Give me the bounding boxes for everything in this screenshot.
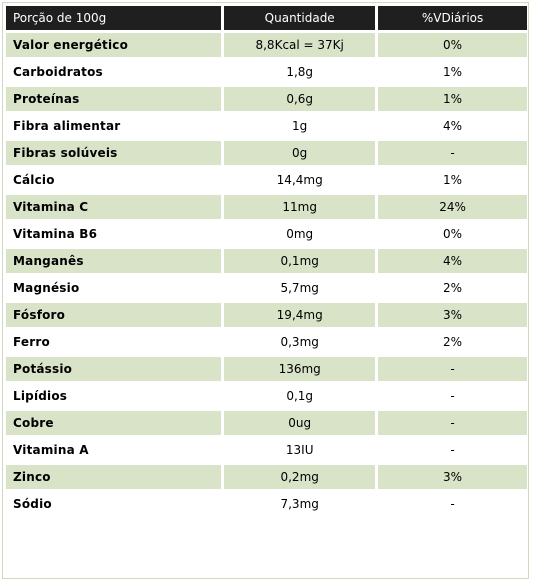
nutrient-name-cell: Cobre xyxy=(6,411,222,435)
daily-value-cell: - xyxy=(378,357,527,381)
table-row: Cobre 0ug - xyxy=(6,411,527,435)
daily-value-cell: 0% xyxy=(378,222,527,246)
table-row: Fósforo 19,4mg 3% xyxy=(6,303,527,327)
quantity-cell: 8,8Kcal = 37Kj xyxy=(224,33,376,57)
quantity-cell: 19,4mg xyxy=(224,303,376,327)
nutrient-name-cell: Manganês xyxy=(6,249,222,273)
daily-value-cell: 3% xyxy=(378,303,527,327)
table-row: Valor energético 8,8Kcal = 37Kj 0% xyxy=(6,33,527,57)
daily-value-cell: 4% xyxy=(378,114,527,138)
nutrient-name-cell: Magnésio xyxy=(6,276,222,300)
header-row: Porção de 100g Quantidade %VDiários xyxy=(6,6,527,30)
daily-value-cell: 1% xyxy=(378,60,527,84)
table-body: Valor energético 8,8Kcal = 37Kj 0% Carboidr… xyxy=(6,33,527,516)
quantity-cell: 0,6g xyxy=(224,87,376,111)
nutrient-name-cell: Valor energético xyxy=(6,33,222,57)
header-quantity: Quantidade xyxy=(224,6,376,30)
nutrient-name-cell: Vitamina C xyxy=(6,195,222,219)
daily-value-cell: 2% xyxy=(378,330,527,354)
quantity-cell: 0,2mg xyxy=(224,465,376,489)
quantity-cell: 5,7mg xyxy=(224,276,376,300)
daily-value-cell: 2% xyxy=(378,276,527,300)
quantity-cell: 13IU xyxy=(224,438,376,462)
table-row: Fibra alimentar 1g 4% xyxy=(6,114,527,138)
daily-value-cell: 0% xyxy=(378,33,527,57)
quantity-cell: 0,1g xyxy=(224,384,376,408)
quantity-cell: 1,8g xyxy=(224,60,376,84)
nutrient-name-cell: Proteínas xyxy=(6,87,222,111)
daily-value-cell: 1% xyxy=(378,168,527,192)
quantity-cell: 1g xyxy=(224,114,376,138)
header-daily-value: %VDiários xyxy=(378,6,527,30)
table-row: Vitamina A 13IU - xyxy=(6,438,527,462)
nutrient-name-cell: Zinco xyxy=(6,465,222,489)
nutrient-name-cell: Fibra alimentar xyxy=(6,114,222,138)
nutrient-name-cell: Vitamina A xyxy=(6,438,222,462)
nutrient-name-cell: Lipídios xyxy=(6,384,222,408)
daily-value-cell: - xyxy=(378,141,527,165)
quantity-cell: 0,1mg xyxy=(224,249,376,273)
table-row: Magnésio 5,7mg 2% xyxy=(6,276,527,300)
nutrient-name-cell: Vitamina B6 xyxy=(6,222,222,246)
table-row: Lipídios 0,1g - xyxy=(6,384,527,408)
daily-value-cell: - xyxy=(378,411,527,435)
daily-value-cell: 3% xyxy=(378,465,527,489)
daily-value-cell: - xyxy=(378,384,527,408)
table-row: Manganês 0,1mg 4% xyxy=(6,249,527,273)
nutrition-table: Porção de 100g Quantidade %VDiários Valo… xyxy=(3,3,530,519)
nutrient-name-cell: Cálcio xyxy=(6,168,222,192)
table-row: Proteínas 0,6g 1% xyxy=(6,87,527,111)
quantity-cell: 0,3mg xyxy=(224,330,376,354)
table-header: Porção de 100g Quantidade %VDiários xyxy=(6,6,527,30)
daily-value-cell: 24% xyxy=(378,195,527,219)
table-row: Sódio 7,3mg - xyxy=(6,492,527,516)
nutrient-name-cell: Fósforo xyxy=(6,303,222,327)
quantity-cell: 0g xyxy=(224,141,376,165)
table-row: Vitamina C 11mg 24% xyxy=(6,195,527,219)
table-row: Ferro 0,3mg 2% xyxy=(6,330,527,354)
table-row: Carboidratos 1,8g 1% xyxy=(6,60,527,84)
quantity-cell: 7,3mg xyxy=(224,492,376,516)
table-row: Vitamina B6 0mg 0% xyxy=(6,222,527,246)
quantity-cell: 11mg xyxy=(224,195,376,219)
daily-value-cell: - xyxy=(378,492,527,516)
daily-value-cell: - xyxy=(378,438,527,462)
nutrient-name-cell: Ferro xyxy=(6,330,222,354)
nutrient-name-cell: Sódio xyxy=(6,492,222,516)
table-row: Fibras solúveis 0g - xyxy=(6,141,527,165)
nutrient-name-cell: Carboidratos xyxy=(6,60,222,84)
header-portion: Porção de 100g xyxy=(6,6,222,30)
nutrient-name-cell: Fibras solúveis xyxy=(6,141,222,165)
daily-value-cell: 1% xyxy=(378,87,527,111)
quantity-cell: 136mg xyxy=(224,357,376,381)
nutrient-name-cell: Potássio xyxy=(6,357,222,381)
table-row: Potássio 136mg - xyxy=(6,357,527,381)
quantity-cell: 0mg xyxy=(224,222,376,246)
table-row: Cálcio 14,4mg 1% xyxy=(6,168,527,192)
quantity-cell: 0ug xyxy=(224,411,376,435)
table-row: Zinco 0,2mg 3% xyxy=(6,465,527,489)
quantity-cell: 14,4mg xyxy=(224,168,376,192)
daily-value-cell: 4% xyxy=(378,249,527,273)
